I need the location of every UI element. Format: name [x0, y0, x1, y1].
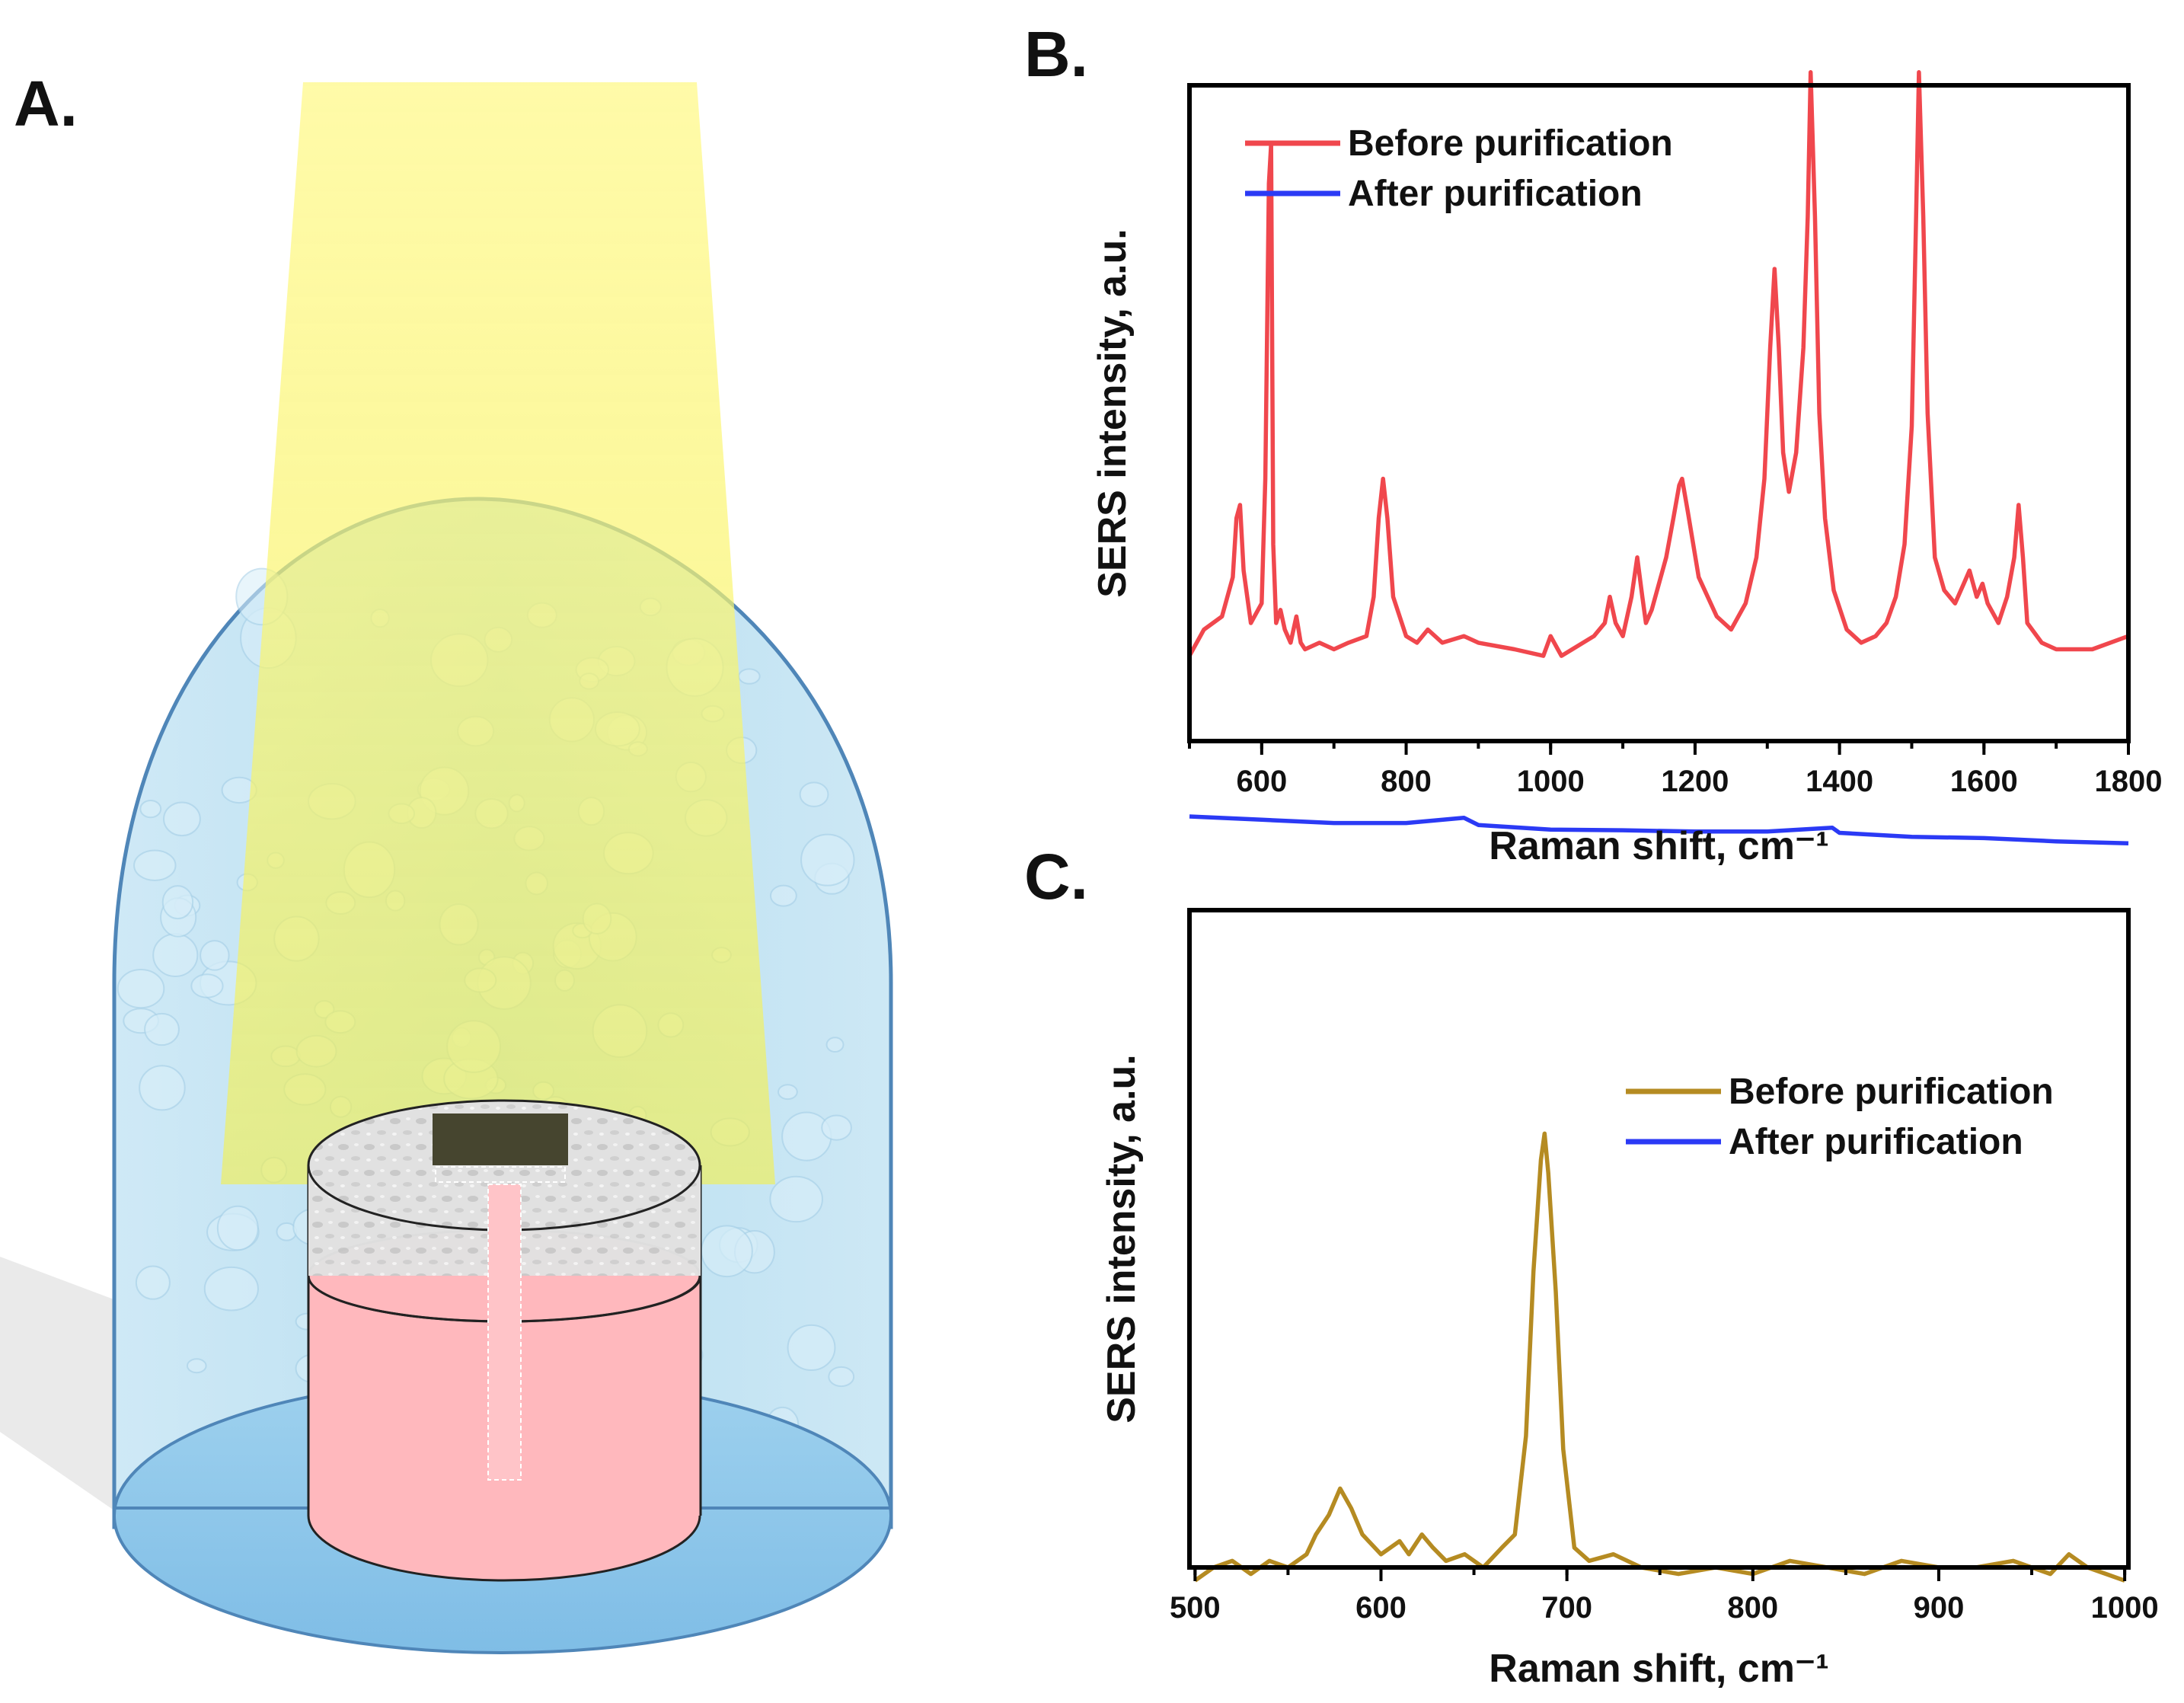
panel-label: B.	[1024, 18, 1088, 90]
series-line-after	[1189, 814, 2129, 846]
droplet	[186, 1358, 207, 1374]
y-axis-title: SERS intensity, a.u.	[1100, 1054, 1144, 1423]
droplet	[117, 969, 165, 1009]
series-line-before	[1187, 70, 2129, 658]
x-tick-label: 1400	[1806, 765, 1873, 798]
x-tick-label: 800	[1727, 1591, 1778, 1625]
series-line-before	[1193, 1131, 2126, 1583]
x-tick-label: 800	[1381, 765, 1432, 798]
legend-label: After purification	[1348, 174, 1643, 214]
droplet	[769, 1175, 823, 1223]
sers-chip	[433, 1114, 568, 1165]
x-tick-label: 1600	[1950, 765, 2018, 798]
y-axis-title: SERS intensity, a.u.	[1090, 228, 1135, 597]
x-tick-label: 600	[1236, 765, 1287, 798]
droplet	[825, 1037, 845, 1053]
legend-label: Before purification	[1729, 1072, 2054, 1112]
droplet	[139, 800, 162, 819]
x-tick-label: 1200	[1661, 765, 1729, 798]
droplet	[216, 1205, 259, 1251]
legend-label: Before purification	[1348, 123, 1673, 164]
plot-frame	[1187, 908, 2131, 1570]
droplet	[161, 885, 194, 920]
panel-a-illustration: A.	[0, 68, 893, 1654]
light-beam	[221, 82, 775, 1184]
x-tick-label: 1000	[1517, 765, 1585, 798]
droplet	[777, 1084, 798, 1101]
droplet	[828, 1366, 855, 1388]
x-tick-label: 700	[1541, 1591, 1592, 1625]
droplet	[701, 1225, 753, 1278]
plot-frame	[1187, 83, 2131, 743]
droplet	[163, 801, 201, 837]
x-tick-label: 1800	[2095, 765, 2163, 798]
x-tick-label: 900	[1914, 1591, 1965, 1625]
droplet	[203, 1266, 259, 1312]
droplet	[769, 884, 797, 907]
droplet	[738, 668, 761, 685]
x-tick-label: 600	[1355, 1591, 1407, 1625]
sample-container	[307, 1099, 702, 1582]
droplet	[139, 1065, 186, 1111]
droplet	[152, 933, 199, 977]
droplet	[135, 1265, 171, 1300]
droplet	[821, 1114, 852, 1141]
legend-label: After purification	[1729, 1122, 2023, 1162]
x-axis-title: Raman shift, cm⁻¹	[1489, 1647, 1828, 1691]
chart-c: C. 500 600 700 800 900 1000 Raman shift, cm⁻¹ SE…	[1024, 841, 2159, 1691]
panel-label: C.	[1024, 841, 1088, 912]
x-tick-label: 1000	[2091, 1591, 2159, 1625]
droplet	[133, 849, 177, 882]
droplet	[144, 1012, 180, 1046]
droplet	[800, 833, 855, 887]
shadow	[0, 1257, 122, 1516]
x-tick-label: 500	[1170, 1591, 1221, 1625]
droplet	[787, 1324, 836, 1372]
panel-a-label: A.	[14, 68, 78, 139]
droplet	[190, 973, 224, 998]
chart-b: B. 600 800 1000 1200 1400 1600 1800 Raman shift,…	[1024, 18, 2162, 868]
droplet	[781, 1111, 832, 1161]
droplet	[200, 940, 230, 971]
sampling-strip	[487, 1184, 522, 1481]
x-axis-title: Raman shift, cm⁻¹	[1489, 824, 1828, 868]
droplet	[799, 781, 829, 807]
